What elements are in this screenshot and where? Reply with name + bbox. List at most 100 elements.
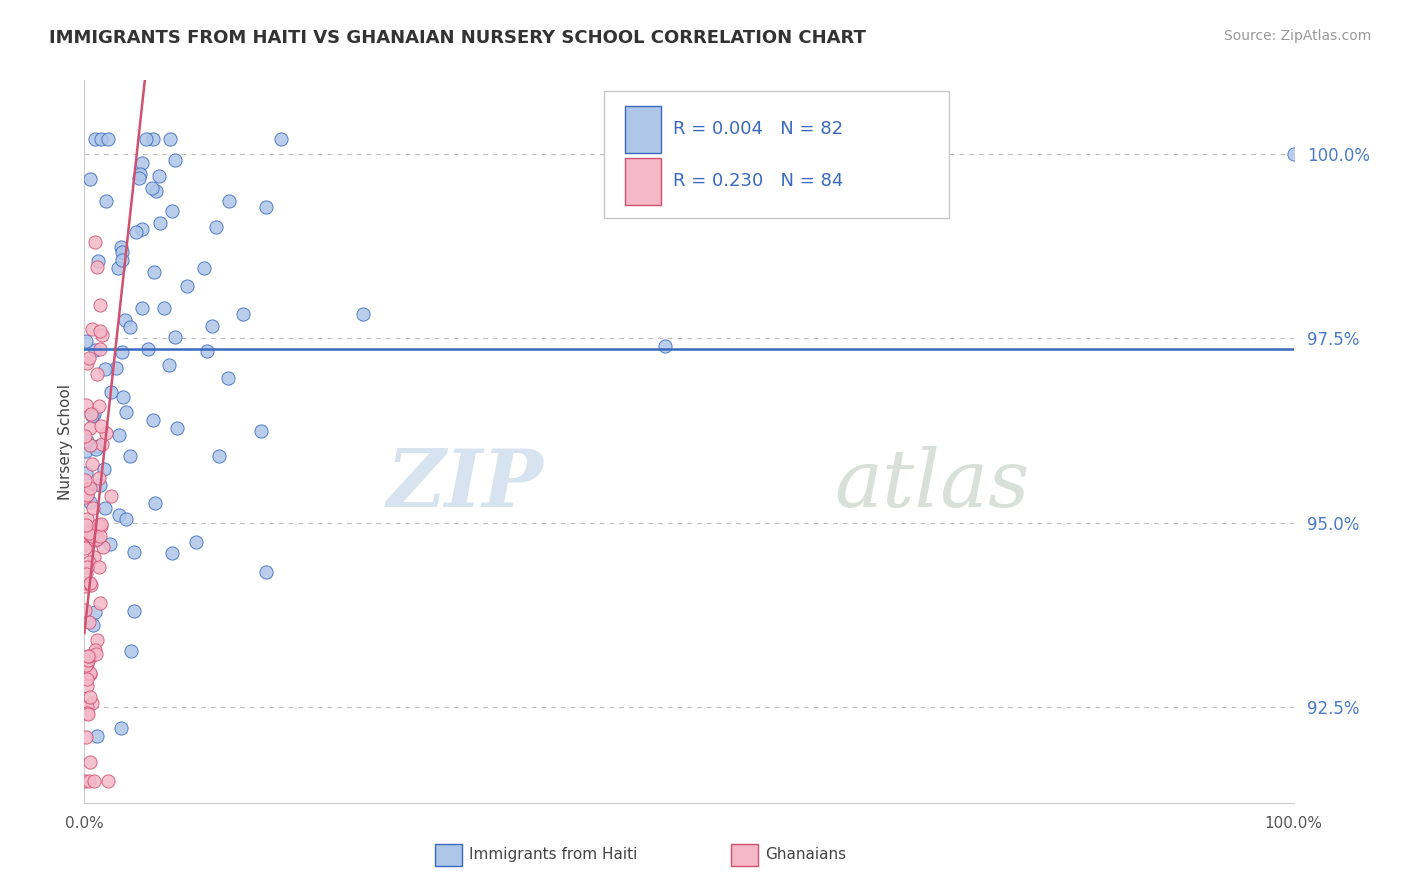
Point (193, 260, 215, 275)
Point (89, 528, 111, 542)
Point (87, 399, 110, 413)
Point (76, 679, 98, 693)
Point (75, 429, 97, 443)
Point (186, 535, 208, 549)
Text: Immigrants from Haiti: Immigrants from Haiti (468, 847, 637, 863)
Point (73, 773, 96, 788)
Point (76, 699, 98, 714)
Text: R = 0.230   N = 84: R = 0.230 N = 84 (673, 172, 844, 190)
Point (254, 200, 277, 214)
Point (83, 235, 105, 249)
Point (84, 605, 107, 619)
Point (98, 536, 121, 550)
Text: atlas: atlas (834, 446, 1029, 524)
Point (114, 405, 136, 419)
Point (135, 132, 157, 146)
Point (75, 483, 97, 497)
Point (120, 320, 142, 334)
Text: Ghanaians: Ghanaians (765, 847, 846, 863)
Point (100, 489, 122, 503)
Point (73, 602, 96, 616)
Point (79, 666, 101, 681)
Point (77, 555, 100, 569)
Point (83, 533, 105, 547)
Point (131, 221, 153, 235)
Point (90, 436, 112, 450)
Point (83, 550, 105, 565)
Point (93, 462, 115, 476)
Point (73, 537, 96, 551)
Point (86, 647, 108, 661)
Point (87, 254, 110, 268)
Point (148, 169, 170, 183)
Point (1282, 147, 1305, 161)
Point (87, 471, 110, 485)
Point (87, 439, 110, 453)
Point (75, 484, 97, 499)
Point (79, 495, 101, 509)
Point (76, 657, 98, 671)
Point (352, 307, 374, 321)
Point (86, 633, 108, 648)
Point (82, 322, 104, 336)
Point (90, 419, 112, 434)
Point (94, 500, 117, 515)
Point (90, 519, 112, 533)
Point (143, 265, 166, 279)
Point (79, 172, 101, 186)
Point (89, 478, 111, 492)
Point (110, 252, 132, 267)
Y-axis label: Nursery School: Nursery School (58, 384, 73, 500)
Bar (434, 844, 461, 865)
Point (82, 618, 104, 632)
Point (124, 225, 146, 239)
Point (254, 565, 277, 579)
Point (79, 666, 101, 681)
Point (110, 244, 132, 259)
Point (86, 532, 108, 546)
Point (163, 330, 186, 344)
Point (94, 362, 117, 376)
Point (75, 334, 97, 348)
Point (205, 219, 228, 234)
Point (82, 529, 104, 543)
Point (94, 194, 117, 209)
Point (250, 424, 273, 438)
Point (82, 457, 104, 471)
Point (76, 487, 98, 501)
Point (75, 579, 97, 593)
Bar (624, 158, 661, 205)
Point (82, 696, 104, 710)
Point (118, 450, 141, 464)
Point (145, 184, 167, 198)
Point (131, 301, 153, 315)
Point (136, 342, 159, 356)
Point (76, 356, 98, 370)
Point (110, 721, 132, 735)
Point (84, 343, 107, 357)
Point (76, 482, 98, 496)
Point (120, 644, 142, 658)
Point (75, 517, 97, 532)
Point (87, 531, 110, 545)
Point (76, 672, 98, 686)
Point (142, 132, 165, 146)
Point (83, 132, 105, 146)
Point (79, 481, 101, 495)
Point (91, 541, 114, 555)
Point (166, 420, 188, 434)
Point (76, 706, 98, 720)
Point (77, 615, 100, 630)
Point (97, 132, 120, 146)
Point (79, 575, 101, 590)
Point (160, 203, 183, 218)
Point (77, 648, 100, 663)
Point (89, 596, 111, 610)
Point (87, 560, 110, 574)
Point (79, 420, 101, 434)
Point (75, 473, 97, 487)
Point (84, 643, 107, 657)
Point (79, 528, 101, 542)
Point (82, 500, 104, 515)
Text: IMMIGRANTS FROM HAITI VS GHANAIAN NURSERY SCHOOL CORRELATION CHART: IMMIGRANTS FROM HAITI VS GHANAIAN NURSER… (49, 29, 866, 46)
